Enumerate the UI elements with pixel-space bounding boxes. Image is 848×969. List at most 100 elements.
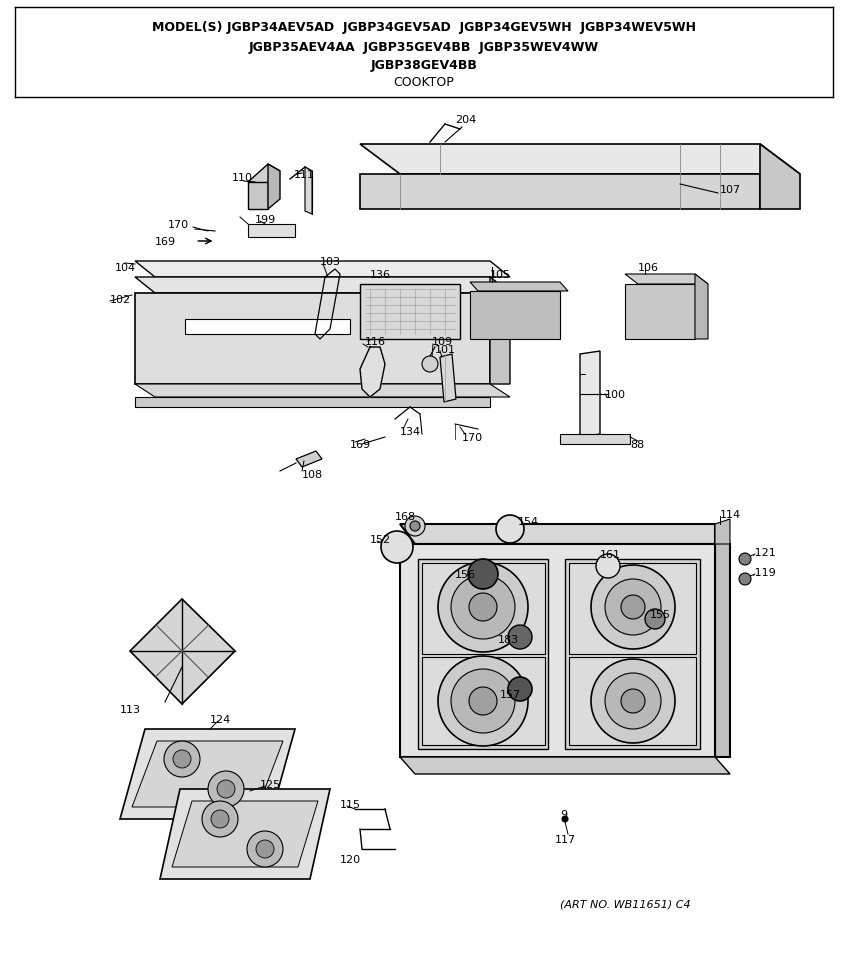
Polygon shape [560,434,630,445]
Circle shape [469,687,497,715]
Circle shape [508,677,532,702]
Text: 102: 102 [110,295,131,304]
Polygon shape [248,183,268,209]
Circle shape [469,593,497,621]
Text: 9: 9 [560,809,567,819]
Polygon shape [490,278,510,385]
Text: 109: 109 [432,336,453,347]
Polygon shape [172,801,318,867]
Circle shape [645,610,665,629]
Polygon shape [120,730,295,819]
Polygon shape [248,165,280,190]
Circle shape [217,780,235,798]
Text: 161: 161 [600,549,621,559]
Text: .119: .119 [752,568,777,578]
Text: 125: 125 [260,779,282,789]
Polygon shape [305,168,312,215]
Text: 156: 156 [455,570,476,579]
Text: 100: 100 [605,390,626,399]
Polygon shape [360,144,800,174]
Text: 169: 169 [350,440,371,450]
Polygon shape [565,559,700,749]
Text: 115: 115 [340,799,361,809]
Text: 117: 117 [555,834,576,844]
Circle shape [405,516,425,537]
Text: MODEL(S) JGBP34AEV5AD  JGBP34GEV5AD  JGBP34GEV5WH  JGBP34WEV5WH: MODEL(S) JGBP34AEV5AD JGBP34GEV5AD JGBP3… [152,21,696,35]
Circle shape [739,553,751,566]
Circle shape [562,816,568,822]
Circle shape [621,595,645,619]
Text: 169: 169 [155,236,176,247]
Text: 106: 106 [638,263,659,272]
Polygon shape [132,741,283,807]
Circle shape [605,579,661,636]
Circle shape [410,521,420,531]
Text: 116: 116 [365,336,386,347]
Text: 183: 183 [498,635,519,644]
Text: 107: 107 [720,185,741,195]
Polygon shape [130,600,235,704]
Text: 155: 155 [650,610,671,619]
Text: JGBP35AEV4AA  JGBP35GEV4BB  JGBP35WEV4WW: JGBP35AEV4AA JGBP35GEV4BB JGBP35WEV4WW [249,42,599,54]
Polygon shape [440,355,456,402]
Polygon shape [400,524,730,545]
Text: 199: 199 [255,215,276,225]
Text: 110: 110 [232,172,253,183]
Circle shape [438,562,528,652]
Text: 103: 103 [320,257,341,266]
Circle shape [621,689,645,713]
Polygon shape [715,519,730,545]
Polygon shape [135,262,510,278]
Circle shape [451,670,515,734]
Text: 114: 114 [720,510,741,519]
Polygon shape [625,275,708,285]
Polygon shape [248,225,295,237]
Polygon shape [470,292,560,340]
Text: 170: 170 [168,220,189,230]
Circle shape [211,810,229,828]
Circle shape [739,574,751,585]
Text: COOKTOP: COOKTOP [393,76,455,88]
Circle shape [496,516,524,544]
Circle shape [247,831,283,867]
Polygon shape [418,559,548,749]
Polygon shape [360,285,460,340]
Polygon shape [422,563,545,654]
Polygon shape [470,283,568,292]
Text: JGBP38GEV4BB: JGBP38GEV4BB [371,58,477,72]
Circle shape [256,840,274,859]
Polygon shape [360,174,760,209]
Polygon shape [569,563,696,654]
Circle shape [164,741,200,777]
Circle shape [202,801,238,837]
Text: 152: 152 [370,535,391,545]
Polygon shape [185,320,350,334]
Polygon shape [160,789,330,879]
Text: 134: 134 [400,426,421,437]
Text: 88: 88 [630,440,644,450]
Polygon shape [400,545,715,757]
Circle shape [438,656,528,746]
Circle shape [508,625,532,649]
Text: 124: 124 [210,714,232,724]
Polygon shape [400,757,730,774]
Text: 204: 204 [455,115,477,125]
Circle shape [422,357,438,373]
Text: 101: 101 [435,345,456,355]
Text: 104: 104 [115,263,137,272]
Text: 108: 108 [302,470,323,480]
Circle shape [208,771,244,807]
Polygon shape [135,397,490,408]
Circle shape [605,673,661,730]
Text: 136: 136 [370,269,391,280]
Text: 157: 157 [500,689,522,700]
Polygon shape [695,275,708,340]
Polygon shape [422,657,545,745]
Polygon shape [268,165,280,209]
Circle shape [468,559,498,589]
Polygon shape [360,348,385,397]
Text: 170: 170 [462,432,483,443]
Text: 168: 168 [395,512,416,521]
Text: 154: 154 [518,516,539,526]
Polygon shape [135,385,510,397]
